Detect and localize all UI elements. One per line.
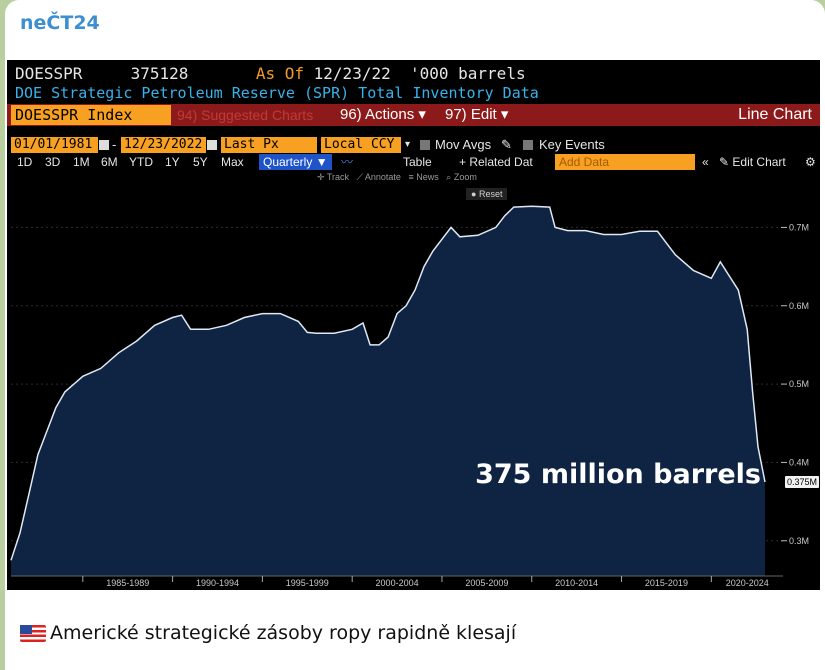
caption-text: Americké strategické zásoby ropy rapidně… — [50, 622, 517, 644]
edit-chart-label: Edit Chart — [732, 155, 786, 169]
reset-button[interactable]: ● Reset — [466, 188, 508, 200]
y-tick-label: 0.3M — [789, 536, 809, 546]
reset-icon: ● — [471, 189, 477, 199]
chevron-down-icon: ▼ — [315, 155, 328, 169]
last-value: 375128 — [130, 64, 189, 83]
period-1d[interactable]: 1D — [17, 155, 33, 169]
series-description: DOE Strategic Petroleum Reserve (SPR) To… — [15, 84, 539, 102]
us-flag-icon — [20, 624, 46, 642]
chart-type-label[interactable]: Line Chart — [738, 106, 812, 123]
post-caption: Americké strategické zásoby ropy rapidně… — [20, 622, 516, 644]
calendar-icon[interactable] — [99, 140, 109, 150]
y-tick-label: 0.6M — [789, 301, 809, 311]
y-tick-label: 0.7M — [789, 222, 809, 232]
actions-label: 96) Actions — [340, 106, 415, 123]
edit-label: 97) Edit — [445, 106, 497, 123]
toolbar-row: 1D 3D 1M 6M YTD 1Y 5Y Max Quarterly ▼ 〰 … — [7, 154, 820, 170]
x-tick-label: 2020-2024 — [726, 578, 769, 588]
period-1y[interactable]: 1Y — [165, 155, 180, 169]
crosshair-icon: ✛ — [317, 172, 325, 182]
x-tick-label: 1995-1999 — [286, 578, 329, 588]
y-tick-label: 0.4M — [789, 457, 809, 467]
period-6m[interactable]: 6M — [101, 155, 118, 169]
edit-chart-button[interactable]: ✎ Edit Chart — [719, 154, 786, 170]
y-tick-label: 0.5M — [789, 379, 809, 389]
actions-menu[interactable]: 96) Actions ▾ — [340, 105, 426, 125]
x-tick-label: 2010-2014 — [555, 578, 598, 588]
suggested-charts-button[interactable]: 94) Suggested Charts — [177, 107, 314, 123]
period-1m[interactable]: 1M — [73, 155, 90, 169]
mov-avgs-label[interactable]: Mov Avgs — [435, 137, 492, 152]
telegram-post-card: neČT24 0.3M 0.4M 0.5M 0.6M 0.7M 1985-1989 1990… — [5, 0, 825, 670]
chevron-down-icon: ▾ — [500, 106, 509, 123]
ticker-row: DOESSPR 375128 As Of 12/23/22 '000 barre… — [15, 64, 526, 83]
line-chart-icon[interactable]: 〰 — [341, 155, 354, 169]
command-bar: DOESSPR Index 94) Suggested Charts 96) A… — [7, 104, 820, 126]
checkbox-icon[interactable] — [420, 140, 430, 150]
ticker: DOESSPR — [15, 64, 83, 83]
x-tick-label: 2015-2019 — [645, 578, 688, 588]
start-date-field[interactable]: 01/01/1981 — [11, 137, 98, 153]
annotate-icon: ⟋ — [356, 172, 363, 182]
end-date-field[interactable]: 12/23/2022 — [121, 137, 206, 153]
add-data-input[interactable]: Add Data — [555, 154, 695, 170]
calendar-icon[interactable] — [207, 140, 217, 150]
chevron-down-icon: ▾ — [418, 106, 426, 123]
checkbox-icon[interactable] — [523, 140, 533, 150]
area-fill — [11, 206, 765, 577]
dropdown-arrow-icon[interactable]: ▾ — [405, 139, 411, 150]
collapse-icon[interactable]: « — [702, 155, 709, 169]
pencil-icon[interactable]: ✎ — [501, 137, 512, 152]
related-data-button[interactable]: + Related Dat — [459, 155, 533, 169]
key-events-label[interactable]: Key Events — [539, 137, 605, 152]
settings-row: 01/01/1981 - 12/23/2022 Last Px Local CC… — [7, 137, 820, 154]
x-tick-label: 1990-1994 — [196, 578, 239, 588]
field-select[interactable]: Last Px — [221, 137, 317, 153]
reset-label: Reset — [478, 189, 503, 199]
last-price-tag — [785, 476, 819, 488]
period-3d[interactable]: 3D — [45, 155, 61, 169]
x-tick-label: 2005-2009 — [465, 578, 508, 588]
frequency-label: Quarterly — [263, 155, 313, 169]
pencil-icon: ✎ — [719, 155, 730, 169]
bloomberg-terminal-screenshot: 0.3M 0.4M 0.5M 0.6M 0.7M 1985-1989 1990-1994 19… — [7, 60, 820, 590]
last-price-tag-label: 0.375M — [787, 477, 817, 487]
frequency-select[interactable]: Quarterly ▼ — [259, 154, 332, 170]
index-name-field[interactable]: DOESSPR Index — [11, 105, 171, 125]
edit-menu[interactable]: 97) Edit ▾ — [445, 105, 508, 125]
x-tick-label: 2000-2004 — [376, 578, 419, 588]
currency-select[interactable]: Local CCY — [321, 137, 401, 153]
news-icon: ≡ — [408, 172, 414, 182]
chart-tools: ✛ Track ⟋ Annotate ≡ News ⌕ Zoom — [317, 172, 477, 183]
series-line — [10, 205, 766, 561]
spr-area-chart: 0.3M 0.4M 0.5M 0.6M 0.7M 1985-1989 1990-1994 19… — [10, 205, 819, 588]
track-tool[interactable]: Track — [326, 172, 350, 182]
zoom-tool[interactable]: Zoom — [453, 172, 477, 182]
as-of-label: As Of — [255, 64, 305, 83]
period-ytd[interactable]: YTD — [129, 155, 153, 169]
table-button[interactable]: Table — [403, 155, 432, 169]
channel-name[interactable]: neČT24 — [20, 12, 100, 34]
as-of-date: 12/23/22 — [313, 64, 391, 83]
period-max[interactable]: Max — [221, 155, 244, 169]
gear-icon[interactable]: ⚙ — [805, 155, 816, 169]
x-tick-label: 1985-1989 — [106, 578, 149, 588]
news-tool[interactable]: News — [416, 172, 439, 182]
zoom-icon: ⌕ — [446, 172, 452, 182]
overlay-annotation: 375 million barrels — [475, 459, 761, 490]
annotate-tool[interactable]: Annotate — [364, 172, 401, 182]
date-separator: - — [112, 137, 117, 152]
units: '000 barrels — [409, 64, 526, 83]
period-5y[interactable]: 5Y — [193, 155, 208, 169]
